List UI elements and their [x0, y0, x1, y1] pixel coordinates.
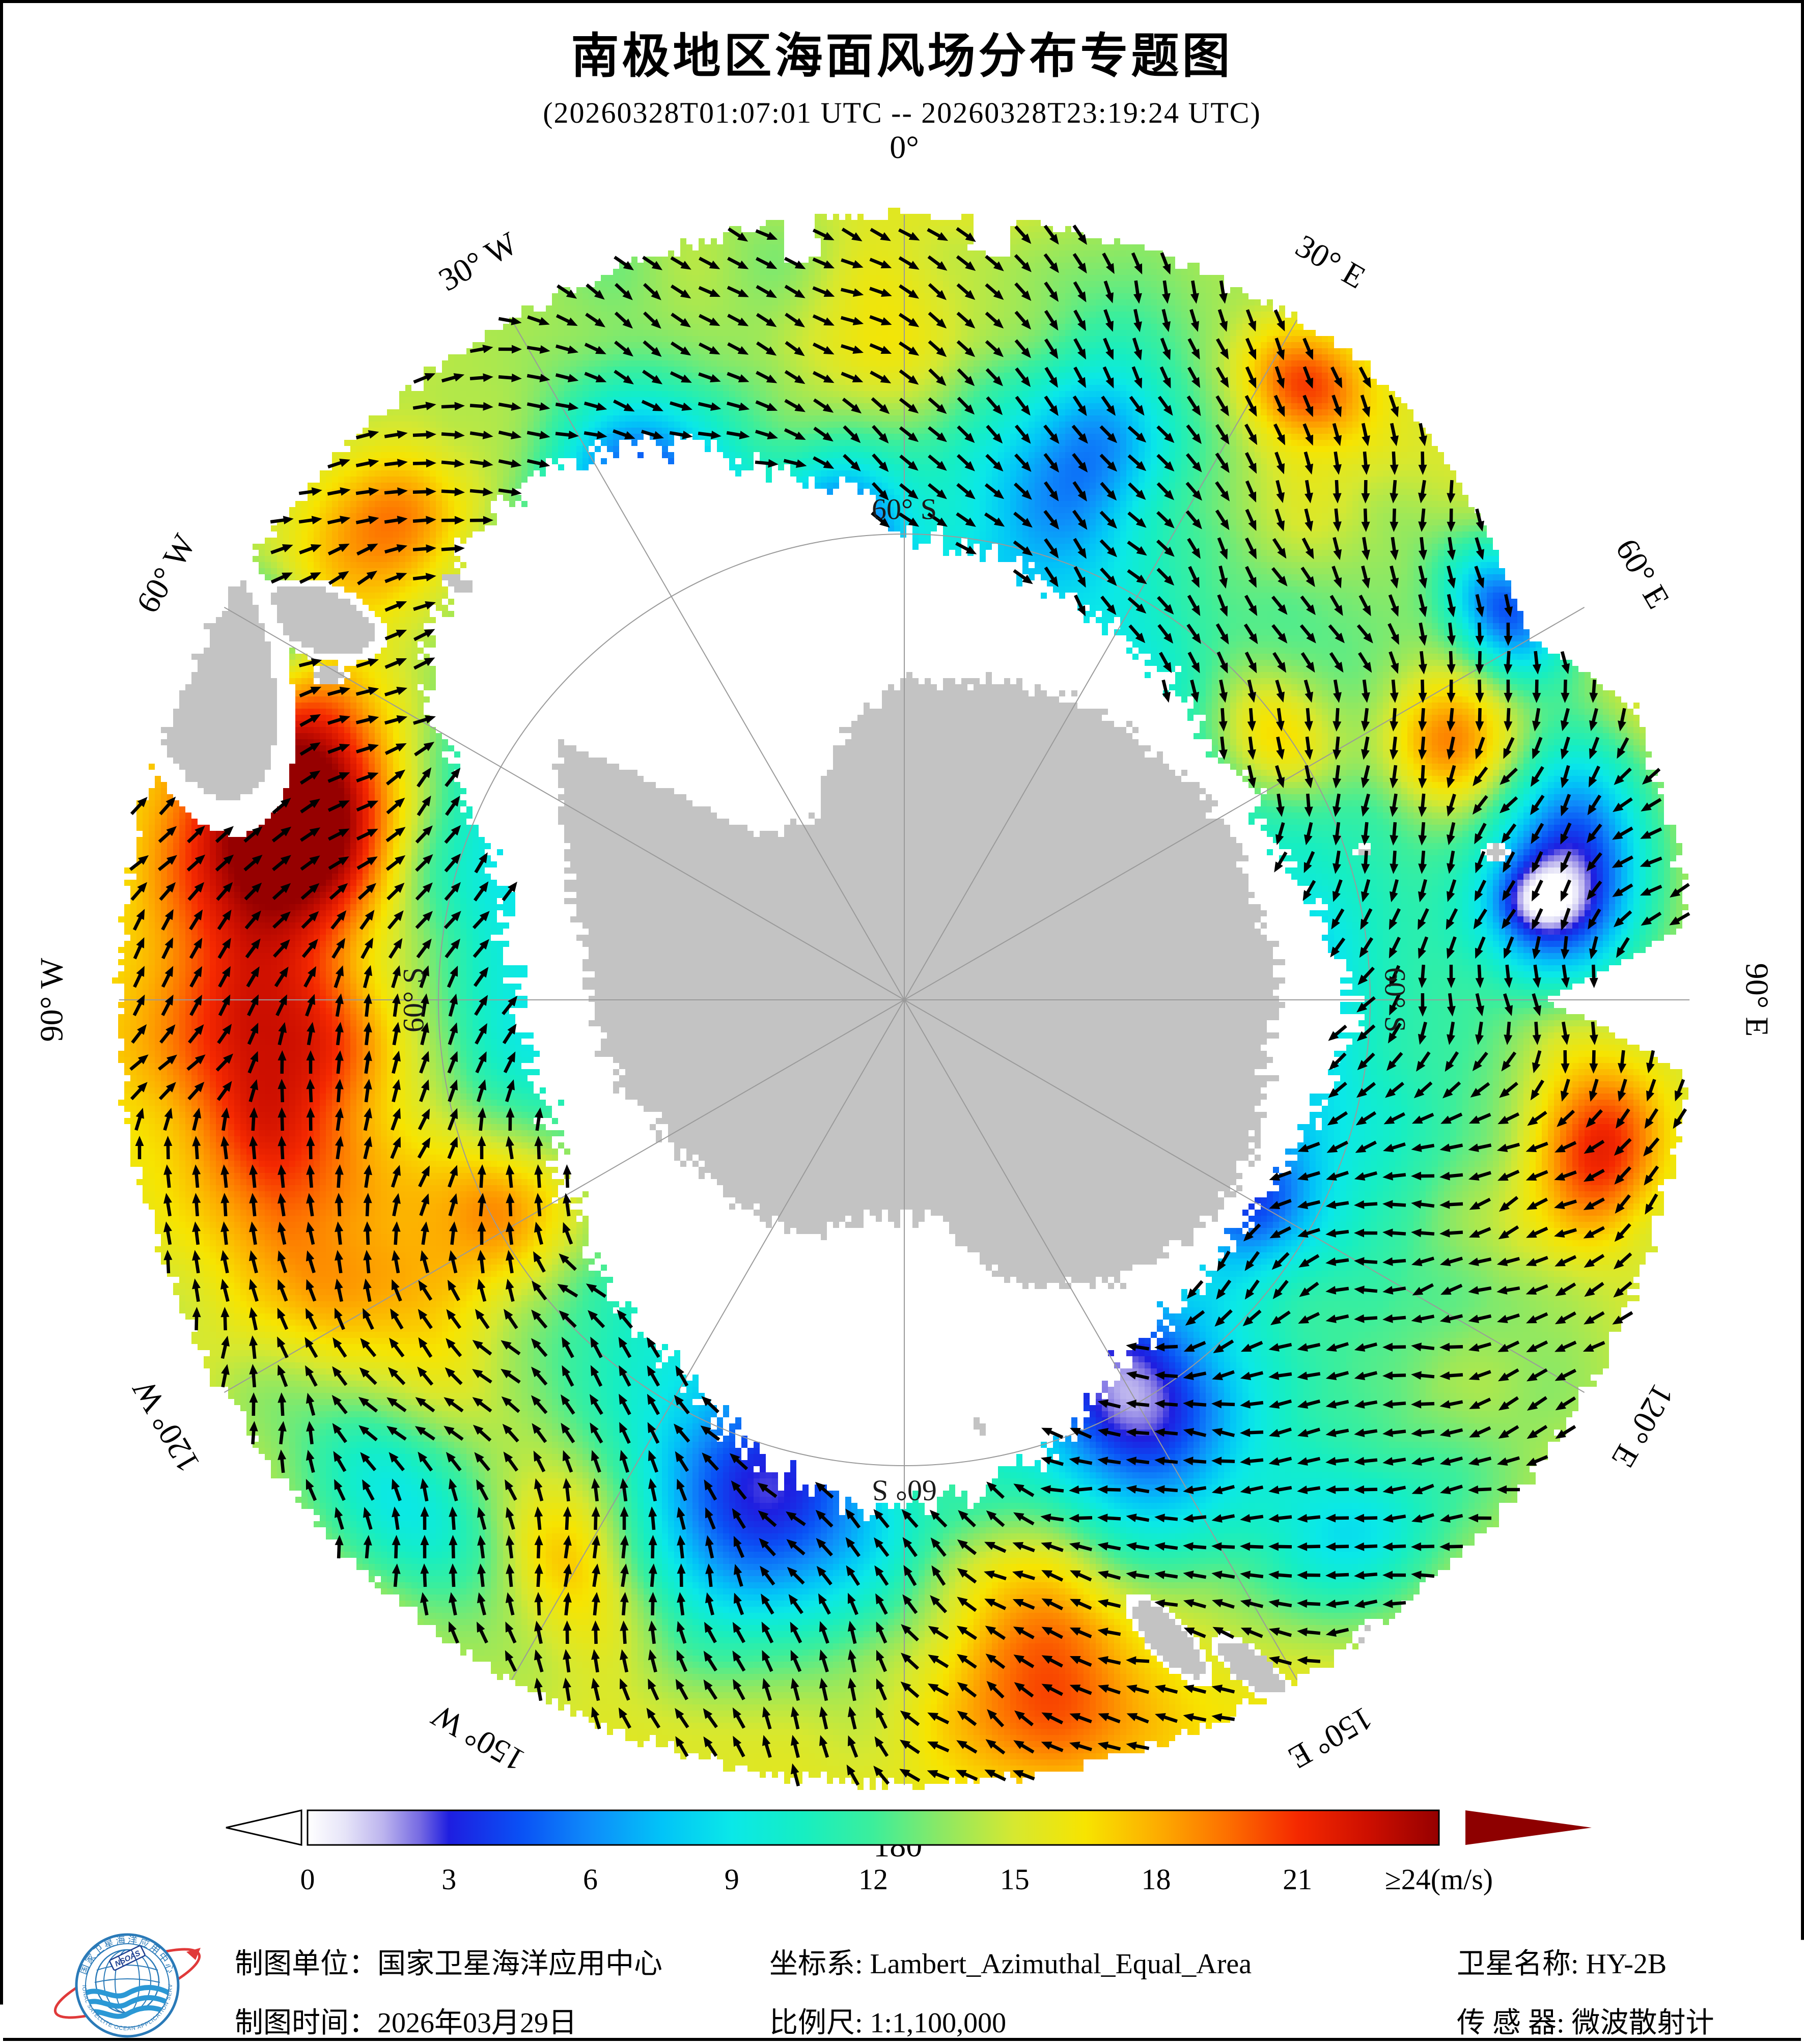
footer-satellite: 卫星名称: HY-2B [1457, 1941, 1667, 1982]
colorbar-tick: 0 [262, 1862, 353, 1896]
colorbar [217, 1800, 1622, 1859]
page-title: 南极地区海面风场分布专题图 [3, 17, 1801, 87]
footer-projection: 坐标系: Lambert_Azimuthal_Equal_Area [769, 1941, 1252, 1982]
time-range-subtitle: (20260328T01:07:01 UTC -- 20260328T23:19… [3, 96, 1801, 130]
colorbar-tick: 21 [1252, 1862, 1343, 1896]
colorbar-tick: 9 [686, 1862, 778, 1896]
colorbar-tick: 18 [1111, 1862, 1202, 1896]
map-sheet: 南极地区海面风场分布专题图 (20260328T01:07:01 UTC -- … [0, 0, 1804, 2044]
colorbar-max-label: ≥24(m/s) [1332, 1862, 1546, 1896]
footer-sensor: 传 感 器: 微波散射计 [1457, 2000, 1714, 2041]
wind-field-canvas [69, 165, 1739, 1835]
longitude-label: 90° E [1739, 963, 1775, 1037]
footer-date: 制图时间：2026年03月29日 [235, 2000, 577, 2041]
colorbar-tick: 3 [403, 1862, 495, 1896]
colorbar-underflow-arrow-icon [226, 1810, 301, 1845]
nsoas-logo: NSOAS 国家卫星海洋应用中心 NATIONAL SATELLITE OCEA… [64, 1926, 227, 2044]
footer-scale: 比例尺: 1:1,100,000 [769, 2000, 1006, 2041]
footer-producer: 制图单位：国家卫星海洋应用中心 [235, 1941, 662, 1982]
colorbar-tick: 12 [827, 1862, 919, 1896]
longitude-label: 90° W [34, 958, 70, 1042]
colorbar-tick: 6 [545, 1862, 636, 1896]
colorbar-tick: 15 [969, 1862, 1061, 1896]
bottom-border [3, 2038, 1801, 2041]
colorbar-tick-labels: 0 3 6 9 12 15 18 21 ≥24(m/s) [3, 1862, 1804, 1903]
longitude-label: 0° [890, 129, 919, 165]
colorbar-overflow-arrow-icon [1465, 1810, 1592, 1845]
colorbar-gradient [308, 1810, 1439, 1845]
